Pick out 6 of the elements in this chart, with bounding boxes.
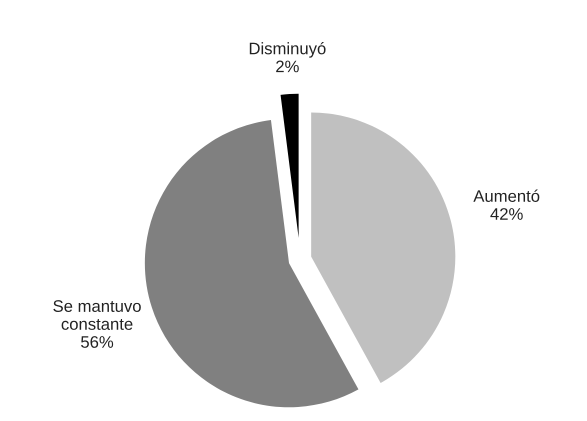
data-label: 2%	[276, 60, 299, 72]
data-label: 56%	[81, 336, 114, 348]
slice-label: Disminuyó	[250, 42, 326, 58]
data-label: 42%	[490, 208, 523, 220]
slice-label: Aumentó	[473, 190, 540, 202]
slice-label: Se mantuvo constante	[53, 300, 141, 330]
